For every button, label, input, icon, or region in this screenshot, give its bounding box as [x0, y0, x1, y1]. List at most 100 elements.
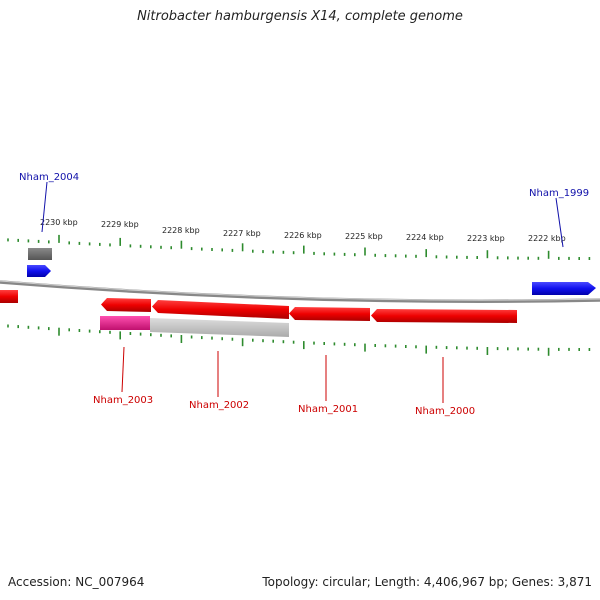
reverse-partial-gene-left[interactable] [0, 290, 18, 303]
outer-minor-tick [588, 257, 591, 260]
gene-label-nham-2000[interactable]: Nham_2000 [415, 406, 475, 417]
outer-minor-tick [201, 247, 203, 251]
gene-nham-1999-arrow[interactable] [532, 282, 596, 295]
inner-major-tick [364, 343, 366, 352]
outer-minor-tick [527, 256, 529, 260]
outer-minor-tick [231, 248, 234, 252]
gene-label-nham-2003[interactable]: Nham_2003 [93, 395, 153, 406]
inner-major-tick [241, 338, 244, 347]
gene-nham-2002-arrow[interactable] [152, 300, 289, 319]
gene-label-nham-2004[interactable]: Nham_2004 [19, 172, 79, 183]
genome-stats-text: Topology: circular; Length: 4,406,967 bp… [262, 575, 592, 589]
pink-feature[interactable] [100, 316, 150, 330]
inner-minor-tick [221, 337, 223, 341]
inner-minor-tick [109, 330, 111, 334]
scale-labels: 2230 kbp 2229 kbp 2228 kbp 2227 kbp 2226… [40, 218, 566, 243]
inner-minor-tick [354, 343, 356, 347]
inner-minor-tick [262, 339, 264, 343]
inner-minor-tick [435, 345, 438, 349]
outer-minor-tick [415, 254, 417, 258]
inner-minor-tick [27, 325, 30, 329]
outer-minor-tick [466, 255, 468, 259]
inner-major-tick [486, 347, 489, 355]
inner-minor-tick [37, 326, 40, 330]
dark-grey-feature[interactable] [28, 248, 52, 260]
outer-minor-tick [170, 246, 172, 250]
outer-major-tick [364, 247, 366, 256]
callout-lines [41, 181, 564, 403]
inner-major-tick [58, 327, 60, 336]
callout-nham-2004 [41, 181, 48, 233]
inner-minor-tick [558, 347, 560, 351]
inner-minor-tick [252, 338, 254, 342]
outer-minor-tick [190, 247, 193, 251]
gene-nham-2003-arrow[interactable] [101, 298, 151, 312]
outer-minor-tick [496, 256, 499, 260]
outer-major-tick [180, 240, 183, 249]
gene-nham-2001-arrow[interactable] [289, 307, 370, 321]
inner-minor-tick [323, 342, 325, 345]
inner-minor-tick [456, 346, 458, 350]
inner-minor-tick [507, 347, 509, 351]
inner-minor-tick [201, 336, 203, 340]
outer-minor-tick [313, 251, 315, 255]
inner-minor-tick [384, 344, 387, 348]
inner-minor-tick [150, 333, 152, 337]
gene-nham-2000-arrow[interactable] [371, 309, 517, 323]
inner-minor-tick [211, 336, 213, 340]
outer-minor-tick [374, 253, 376, 257]
inner-minor-tick [578, 348, 580, 351]
inner-major-tick [425, 345, 427, 354]
inner-minor-tick [476, 346, 478, 350]
inner-minor-tick [333, 342, 336, 346]
grey-feature[interactable] [150, 318, 289, 337]
inner-minor-tick [190, 335, 193, 339]
gene-label-nham-2001[interactable]: Nham_2001 [298, 404, 358, 415]
scale-label-2226: 2226 kbp [284, 231, 322, 240]
inner-minor-tick [129, 332, 132, 335]
outer-minor-tick [221, 248, 223, 252]
gene-nham-2004-arrow[interactable] [27, 265, 51, 277]
scale-label-2223: 2223 kbp [467, 234, 505, 243]
scale-label-2222: 2222 kbp [528, 234, 566, 243]
inner-major-tick [180, 335, 183, 343]
inner-minor-tick [527, 347, 529, 351]
outer-minor-tick [507, 256, 509, 260]
callout-nham-1999 [555, 197, 564, 248]
inner-minor-tick [374, 344, 376, 347]
inner-minor-tick [78, 329, 81, 332]
scale-label-2230: 2230 kbp [40, 218, 78, 227]
gene-label-nham-2002[interactable]: Nham_2002 [189, 400, 249, 411]
outer-minor-tick [435, 255, 438, 259]
inner-minor-tick [231, 337, 234, 341]
inner-major-tick [119, 331, 121, 340]
inner-minor-tick [313, 341, 315, 345]
outer-minor-tick [517, 256, 519, 260]
gene-label-nham-1999[interactable]: Nham_1999 [529, 188, 589, 199]
scale-label-2227: 2227 kbp [223, 229, 261, 238]
outer-minor-tick [323, 252, 325, 256]
inner-minor-tick [588, 348, 591, 351]
outer-minor-tick [139, 244, 142, 248]
inner-minor-tick [394, 344, 397, 348]
inner-major-tick [547, 347, 550, 356]
inner-minor-tick [7, 324, 9, 328]
outer-minor-tick [394, 254, 397, 258]
inner-minor-tick [343, 342, 346, 346]
outer-minor-tick [27, 239, 30, 243]
reverse-strand-features [0, 290, 517, 337]
inner-minor-tick [517, 347, 519, 351]
outer-major-tick [425, 249, 427, 258]
outer-minor-tick [292, 251, 295, 255]
outer-minor-tick [252, 249, 254, 253]
inner-minor-tick [17, 325, 19, 329]
accession-text: Accession: NC_007964 [8, 575, 145, 589]
outer-minor-tick [476, 256, 478, 259]
outer-minor-tick [68, 241, 70, 245]
inner-minor-tick [466, 346, 468, 350]
outer-minor-tick [17, 238, 19, 242]
inner-minor-tick [282, 340, 285, 344]
scale-label-2229: 2229 kbp [101, 220, 139, 229]
inner-minor-tick [537, 347, 540, 351]
